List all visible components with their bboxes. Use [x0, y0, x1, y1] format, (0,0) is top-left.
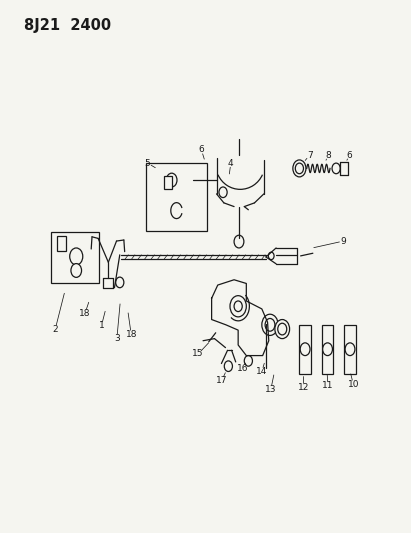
Text: 14: 14: [256, 367, 268, 376]
Circle shape: [234, 301, 242, 312]
Text: 13: 13: [265, 385, 277, 394]
Circle shape: [293, 160, 306, 177]
Text: 2: 2: [53, 325, 58, 334]
Circle shape: [296, 163, 303, 174]
Circle shape: [219, 187, 227, 198]
Text: 17: 17: [216, 376, 228, 385]
Bar: [299, 325, 311, 374]
Circle shape: [244, 356, 252, 366]
Text: 8: 8: [325, 151, 331, 160]
Bar: [57, 237, 66, 251]
Text: 8J21  2400: 8J21 2400: [24, 18, 111, 34]
Bar: [344, 325, 356, 374]
Circle shape: [234, 235, 244, 248]
Circle shape: [275, 319, 290, 338]
Text: 6: 6: [346, 151, 352, 160]
Text: 6: 6: [199, 146, 204, 155]
Bar: [51, 231, 99, 284]
Bar: [164, 176, 172, 189]
Circle shape: [345, 343, 355, 356]
Text: 1: 1: [99, 321, 104, 330]
Text: 7: 7: [307, 151, 312, 160]
Bar: [146, 163, 207, 231]
Circle shape: [323, 343, 332, 356]
Circle shape: [332, 163, 340, 174]
Text: 10: 10: [348, 379, 359, 389]
Text: 16: 16: [237, 364, 249, 373]
Bar: [322, 325, 333, 374]
Text: 12: 12: [298, 383, 309, 392]
Circle shape: [268, 252, 274, 260]
Circle shape: [71, 264, 81, 277]
Text: 15: 15: [192, 350, 204, 359]
Text: 5: 5: [145, 159, 150, 167]
Text: 18: 18: [79, 309, 91, 318]
Text: 3: 3: [114, 334, 120, 343]
Circle shape: [300, 343, 310, 356]
Circle shape: [230, 296, 246, 317]
Text: 4: 4: [228, 159, 233, 167]
Circle shape: [70, 248, 83, 265]
Text: 9: 9: [341, 237, 346, 246]
Text: 18: 18: [125, 330, 137, 339]
Text: 11: 11: [322, 381, 334, 390]
Circle shape: [115, 277, 124, 288]
Circle shape: [166, 173, 177, 187]
Circle shape: [224, 361, 233, 372]
Circle shape: [262, 314, 278, 335]
